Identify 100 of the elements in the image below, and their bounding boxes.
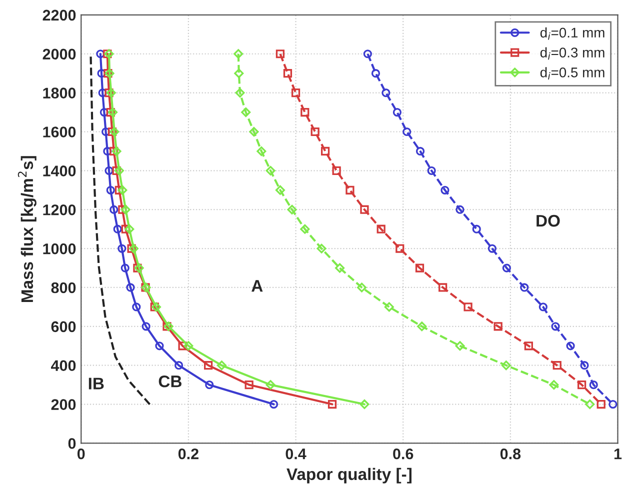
legend-label: d$_{i}$=0.5 mm <box>540 67 604 80</box>
point <box>276 50 285 58</box>
point <box>120 264 130 272</box>
point <box>300 108 310 117</box>
point <box>320 146 330 156</box>
point <box>456 205 464 214</box>
point <box>110 205 118 214</box>
point <box>103 146 112 156</box>
legend-label: d$_{i}$=0.3 mm <box>540 47 604 60</box>
point <box>488 244 496 253</box>
x-axis-title: Vapor quality [-] <box>286 468 412 484</box>
point <box>234 68 244 78</box>
point <box>376 224 386 234</box>
point <box>360 400 370 410</box>
point <box>184 341 194 351</box>
point <box>566 342 575 350</box>
point <box>578 380 586 390</box>
x-tick-label: 1 <box>614 448 622 460</box>
point <box>155 342 164 350</box>
y-tick-label: 200 <box>51 399 76 410</box>
point <box>275 185 285 195</box>
point <box>538 302 548 312</box>
point <box>241 108 251 118</box>
x-tick-label: 0.4 <box>286 448 306 460</box>
point <box>120 204 130 214</box>
point <box>269 400 278 409</box>
point <box>363 50 372 58</box>
y-tick-label: 1400 <box>43 166 76 176</box>
point <box>108 108 118 118</box>
y-tick-label: 800 <box>51 282 76 294</box>
point <box>455 341 465 351</box>
point <box>316 244 326 254</box>
point <box>310 127 320 136</box>
point <box>287 204 297 214</box>
point <box>332 166 341 175</box>
point <box>266 166 276 176</box>
point <box>124 224 134 234</box>
point <box>335 263 345 273</box>
point <box>104 69 112 78</box>
point <box>384 302 394 312</box>
point <box>132 302 141 312</box>
point <box>438 283 448 292</box>
point <box>97 69 106 78</box>
y-tick-label: 1800 <box>43 88 76 98</box>
point <box>114 186 124 194</box>
point <box>371 69 380 78</box>
point <box>382 88 390 98</box>
point <box>427 166 436 175</box>
x-tick-label: 0.8 <box>500 448 521 460</box>
point <box>110 126 120 137</box>
annotation: IB <box>88 378 104 390</box>
legend-label: d$_{i}$=0.1 mm <box>540 27 604 40</box>
point <box>113 224 122 234</box>
point <box>416 146 425 156</box>
point <box>118 185 128 195</box>
x-tick-label: 0.2 <box>178 448 198 460</box>
point <box>104 166 114 175</box>
point <box>96 50 105 58</box>
point <box>360 205 369 214</box>
point <box>346 186 354 194</box>
y-tick-label: 400 <box>51 360 76 372</box>
point <box>502 264 511 272</box>
point <box>235 88 245 98</box>
point <box>108 127 117 136</box>
point <box>100 108 109 117</box>
y-tick-label: 600 <box>51 321 76 332</box>
point <box>133 264 142 272</box>
point <box>244 380 254 390</box>
point <box>608 400 618 409</box>
point <box>300 224 310 234</box>
annotation: DO <box>536 214 560 227</box>
point <box>396 244 404 253</box>
point <box>256 146 266 156</box>
point <box>283 69 292 78</box>
point <box>204 361 213 370</box>
point <box>585 400 595 410</box>
annotation: CB <box>158 376 182 388</box>
point <box>440 186 450 194</box>
point <box>328 400 337 409</box>
point <box>128 244 138 254</box>
point <box>402 127 412 136</box>
point <box>291 88 300 98</box>
annotation: A <box>252 280 263 292</box>
point <box>114 166 124 176</box>
point <box>551 322 560 331</box>
point <box>266 380 276 390</box>
point <box>126 283 135 292</box>
point <box>415 264 424 272</box>
y-axis-title: Mass flux [kg/m$^{2}$s] <box>18 156 36 302</box>
point <box>357 282 367 292</box>
point <box>596 400 606 409</box>
point <box>142 322 150 331</box>
point <box>106 88 116 98</box>
point <box>464 302 472 312</box>
point <box>589 380 598 390</box>
point <box>118 244 126 253</box>
point <box>106 186 115 194</box>
point <box>580 361 589 370</box>
point <box>102 127 110 136</box>
y-tick-label: 1200 <box>43 204 76 216</box>
